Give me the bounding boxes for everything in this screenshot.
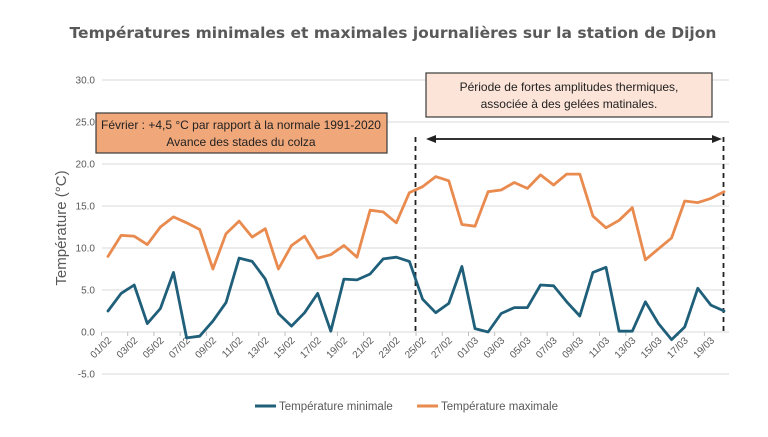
- x-tick-label: 15/03: [639, 335, 665, 361]
- period-annotation-line-2: associée à des gelées matinales.: [481, 97, 658, 111]
- y-tick-label: -5.0: [78, 370, 96, 381]
- period-double-arrow: [426, 135, 722, 143]
- y-tick-label: 5.0: [81, 286, 95, 297]
- x-tick-label: 15/02: [272, 335, 298, 361]
- x-tick-label: 01/02: [89, 335, 115, 361]
- x-tick-label: 23/02: [377, 335, 403, 361]
- x-tick-label: 25/02: [403, 335, 429, 361]
- x-tick-label: 19/02: [325, 335, 351, 361]
- x-tick-label: 05/02: [141, 335, 167, 361]
- series-line-min-temperature: [106, 255, 726, 342]
- arrow-left-head-icon: [426, 135, 436, 143]
- x-tick-label: 11/03: [587, 335, 612, 360]
- february-annotation: Février : +4,5 °C par rapport à la norma…: [95, 112, 388, 154]
- y-tick-label: 25.0: [76, 118, 96, 129]
- x-tick-label: 17/03: [665, 335, 691, 361]
- x-tick-label: 05/03: [508, 335, 534, 361]
- x-tick-label: 19/03: [692, 335, 718, 361]
- period-annotation-line-1: Période de fortes amplitudes thermiques,: [460, 80, 679, 94]
- period-annotation-box: [425, 72, 713, 118]
- y-tick-label: 0.0: [81, 328, 95, 339]
- y-axis-ticks: -5.0 0.0 5.0 10.0 15.0 20.0 25.0 30.0: [76, 76, 96, 381]
- legend: Température minimale Température maximal…: [255, 401, 558, 413]
- x-tick-label: 09/02: [193, 335, 219, 361]
- y-axis-label: Température (°C): [53, 170, 70, 285]
- legend-label-max: Température maximale: [441, 401, 558, 413]
- x-tick-label: 13/03: [613, 335, 639, 361]
- legend-label-min: Température minimale: [279, 401, 393, 413]
- chart-title: Températures minimales et maximales jour…: [70, 24, 717, 42]
- x-tick-label: 03/02: [115, 335, 141, 361]
- x-tick-label: 27/02: [429, 335, 455, 361]
- february-annotation-line-1: Février : +4,5 °C par rapport à la norma…: [101, 118, 381, 132]
- series-line-max-temperature: [106, 172, 726, 271]
- x-tick-label: 03/03: [482, 335, 508, 361]
- arrow-right-head-icon: [712, 135, 722, 143]
- x-tick-label: 11/02: [220, 335, 245, 360]
- x-axis-ticks: 01/02 03/02 05/02 07/02 09/02 11/02 13/02 15/02…: [89, 332, 718, 361]
- y-tick-label: 10.0: [76, 244, 96, 255]
- period-annotation: Période de fortes amplitudes thermiques,…: [425, 72, 713, 118]
- y-tick-label: 20.0: [76, 160, 96, 171]
- x-tick-label: 07/03: [534, 335, 560, 361]
- x-tick-label: 01/03: [456, 335, 482, 361]
- y-tick-label: 15.0: [76, 202, 96, 213]
- february-annotation-line-2: Avance des stades du colza: [166, 135, 316, 149]
- x-tick-label: 09/03: [560, 335, 586, 361]
- february-annotation-box: [95, 112, 388, 154]
- x-tick-label: 13/02: [246, 335, 272, 361]
- y-tick-label: 30.0: [76, 76, 96, 87]
- x-tick-label: 21/02: [351, 335, 377, 361]
- series-lines: [106, 172, 726, 342]
- x-tick-label: 17/02: [298, 335, 324, 361]
